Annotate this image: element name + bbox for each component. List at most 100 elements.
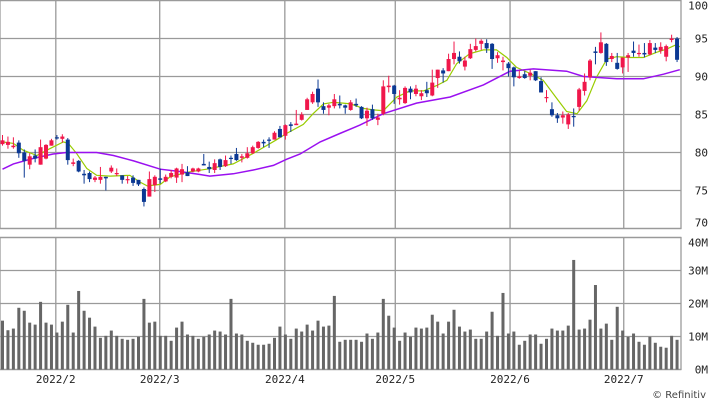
candle-down — [571, 108, 576, 127]
candle-up — [462, 56, 467, 71]
candle-up — [582, 73, 587, 96]
candle-down — [424, 81, 429, 98]
candle-body — [413, 88, 418, 94]
candle-down — [185, 166, 190, 177]
candle-up — [609, 52, 614, 63]
volume-bar — [642, 344, 646, 370]
volume-bar — [6, 330, 10, 370]
candle-down — [593, 46, 598, 65]
volume-bar — [561, 330, 565, 370]
volume-bar — [66, 304, 70, 370]
candle-up — [430, 69, 435, 97]
candle-down — [354, 98, 359, 107]
candle-up — [147, 171, 152, 197]
candle-body — [321, 106, 326, 110]
volume-tick-label: 0M — [695, 364, 709, 377]
volume-bar — [131, 338, 135, 370]
volume-bar — [572, 259, 576, 370]
candle-body — [446, 59, 451, 72]
volume-bar — [17, 307, 21, 370]
candle-down — [359, 106, 364, 120]
candle-up — [658, 42, 663, 54]
candle-body — [16, 142, 21, 154]
candle-up — [479, 39, 484, 50]
candle-body — [452, 52, 457, 60]
candle-up — [212, 159, 217, 174]
candle-body — [65, 139, 70, 161]
candle-body — [343, 105, 348, 108]
candle-body — [419, 93, 424, 97]
candle-body — [76, 160, 81, 172]
volume-bar — [496, 335, 500, 370]
candle-body — [457, 56, 462, 62]
volume-bar — [659, 346, 663, 370]
candle-body — [152, 176, 157, 186]
volume-bar — [447, 321, 451, 370]
candle-up — [11, 137, 16, 149]
volume-tick-label: 10M — [688, 331, 708, 344]
candle-down — [218, 158, 223, 170]
candle-down — [408, 86, 413, 100]
volume-tick-label: 20M — [688, 298, 708, 311]
volume-bar — [234, 333, 238, 370]
volume-bar — [354, 339, 358, 370]
volume-bar — [534, 334, 538, 370]
candle-up — [114, 168, 119, 177]
volume-bar — [588, 319, 592, 370]
volume-bar — [267, 343, 271, 370]
volume-bar — [381, 298, 385, 370]
candle-up — [272, 131, 277, 140]
candle-up — [299, 112, 304, 121]
candle-body — [430, 82, 435, 96]
candle-body — [571, 116, 576, 118]
candle-up — [44, 144, 49, 160]
candle-body — [555, 115, 560, 119]
price-tick-label: 90 — [695, 71, 708, 84]
x-axis: 2022/2 2022/3 2022/4 2022/5 2022/6 2022/7 — [36, 373, 644, 386]
month-label: 2022/4 — [265, 373, 305, 386]
volume-bar — [430, 314, 434, 370]
candle-up — [5, 136, 10, 149]
candle-body — [283, 125, 288, 136]
volume-bar — [501, 292, 505, 370]
candle-up — [294, 109, 299, 126]
candle-up — [245, 147, 250, 159]
candle-body — [82, 173, 87, 176]
volume-bar — [82, 310, 86, 370]
volume-bar — [583, 328, 587, 370]
volume-bar — [468, 329, 472, 370]
candle-down — [22, 149, 27, 178]
candle-body — [245, 153, 250, 158]
volume-bar — [392, 327, 396, 370]
candle-body — [239, 156, 244, 158]
volume-bar — [126, 339, 130, 370]
volume-bar — [245, 340, 249, 370]
volume-bar — [550, 328, 554, 370]
candle-up — [375, 113, 380, 126]
candle-body — [125, 179, 130, 181]
volume-bar — [311, 330, 315, 370]
volume-bar — [463, 331, 467, 370]
price-tick-label: 100 — [688, 0, 708, 13]
candle-up — [223, 155, 228, 167]
candle-body — [370, 109, 375, 119]
candle-body — [664, 46, 669, 57]
volume-bar — [289, 338, 293, 370]
candle-up — [71, 158, 76, 167]
candle-down — [207, 161, 212, 174]
volume-bar — [39, 301, 43, 370]
candle-body — [27, 156, 32, 165]
candle-body — [310, 93, 315, 103]
candle-up — [239, 154, 244, 163]
volume-bar — [305, 324, 309, 370]
candle-body — [441, 70, 446, 74]
candle-body — [533, 71, 538, 81]
candle-down — [506, 62, 511, 77]
candle-body — [141, 188, 146, 202]
volume-bar — [490, 311, 494, 370]
candle-body — [337, 103, 342, 106]
candle-body — [158, 178, 163, 180]
candle-down — [158, 168, 163, 184]
candle-body — [11, 145, 16, 148]
candle-body — [511, 67, 516, 78]
